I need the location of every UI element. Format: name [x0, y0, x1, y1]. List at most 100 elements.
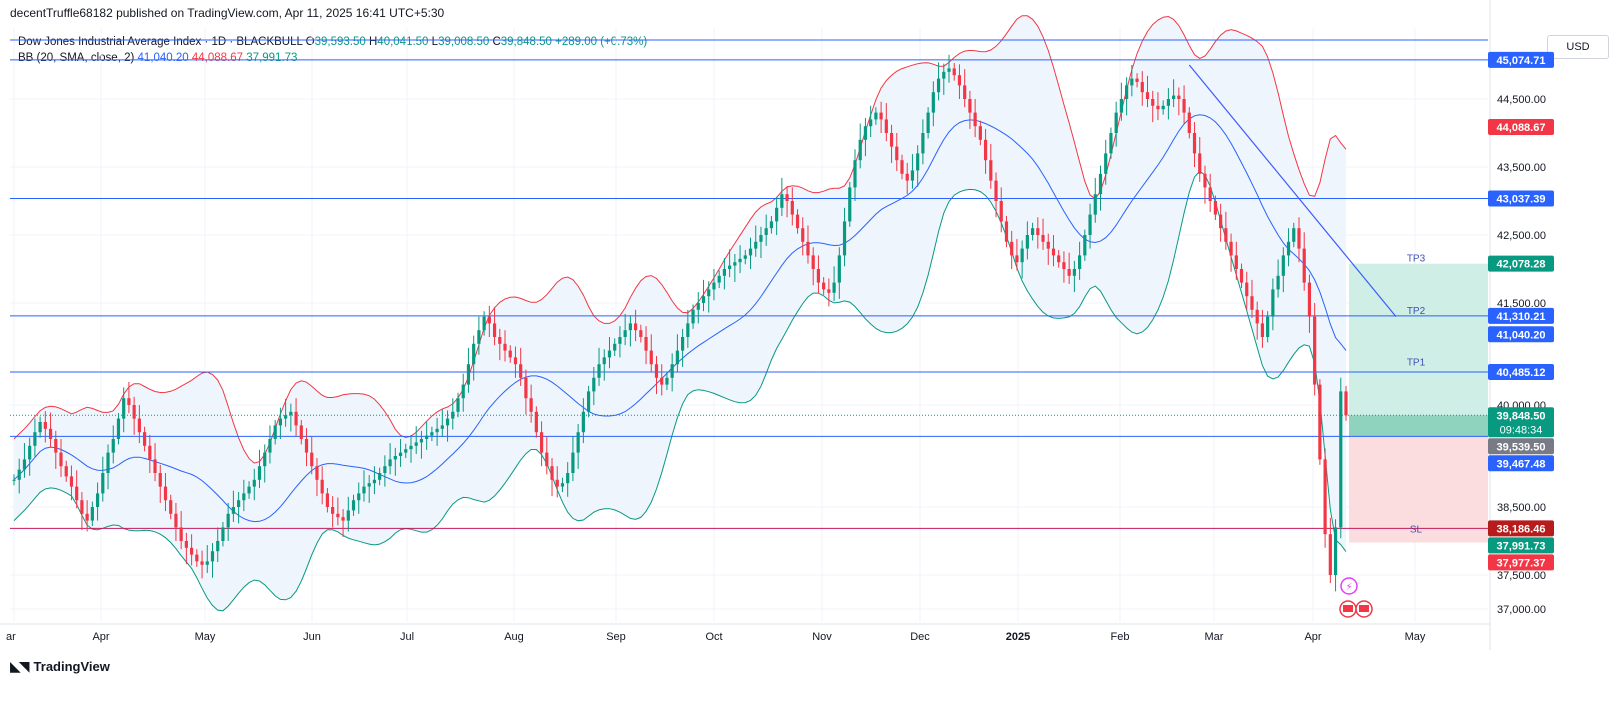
candle-body — [190, 547, 194, 555]
candle-body — [1098, 173, 1103, 195]
event-markers[interactable]: ⚡ — [1339, 577, 1373, 618]
candle-body — [754, 241, 758, 249]
candle-body — [315, 466, 319, 480]
close-label: C — [492, 36, 501, 48]
symbol-name[interactable]: Dow Jones Industrial Average Index · 1D … — [18, 36, 303, 48]
candle-body — [822, 282, 826, 290]
candle-body — [1166, 99, 1170, 106]
price-tag-label: 42,078.28 — [1497, 259, 1546, 271]
price-tick-label: 37,000.00 — [1497, 604, 1546, 616]
lightning-icon[interactable] — [1340, 577, 1358, 595]
candle-body — [545, 452, 549, 467]
candle-body — [649, 350, 653, 365]
candle-body — [785, 194, 789, 201]
candle-body — [169, 500, 173, 514]
candle-body — [900, 160, 904, 174]
candle-body — [64, 466, 68, 477]
candle-body — [926, 112, 930, 133]
candle-body — [503, 343, 507, 351]
candle-body — [487, 316, 491, 324]
candle-body — [848, 187, 852, 222]
time-tick-label: Jun — [303, 631, 321, 643]
time-tick-label: Dec — [910, 631, 930, 643]
candle-body — [466, 364, 471, 385]
candle-body — [879, 112, 883, 120]
open-value: 39,593.50 — [314, 36, 366, 48]
candle-body — [231, 507, 235, 514]
candle-body — [38, 422, 42, 433]
candle-body — [1219, 214, 1223, 229]
candle-body — [1067, 269, 1071, 276]
candle-body — [691, 309, 695, 324]
candle-body — [1203, 173, 1207, 188]
candle-body — [994, 180, 998, 201]
candle-body — [1109, 133, 1113, 154]
low-value: 39,008.50 — [438, 36, 490, 48]
candle-body — [1239, 269, 1244, 283]
candle-body — [498, 337, 502, 344]
price-tick-label: 41,500.00 — [1497, 298, 1546, 310]
candle-body — [592, 377, 596, 392]
candlesticks — [12, 54, 1348, 592]
candle-body — [1286, 241, 1291, 256]
price-tag-label: 44,088.67 — [1497, 122, 1546, 134]
price-tag-label: 45,074.71 — [1497, 55, 1546, 67]
candle-body — [1229, 241, 1233, 256]
candle-body — [142, 432, 147, 446]
tradingview-footer: ◣◥ TradingView — [10, 658, 110, 675]
position-label-tp3: TP3 — [1407, 253, 1426, 264]
currency-selector[interactable]: USD — [1547, 35, 1609, 59]
candle-body — [534, 411, 538, 433]
candle-body — [670, 364, 674, 378]
position-label-tp1: TP1 — [1407, 357, 1426, 368]
candle-body — [576, 432, 580, 453]
candle-body — [623, 330, 627, 337]
price-tag-label: 41,310.21 — [1497, 311, 1546, 323]
descending-trendline[interactable] — [1188, 64, 1397, 317]
candle-body — [1046, 241, 1050, 249]
candle-body — [179, 527, 183, 541]
candle-body — [101, 473, 105, 494]
candle-body — [90, 507, 94, 521]
price-tag: 41,310.21 — [1488, 307, 1554, 324]
time-tick-label: May — [1405, 631, 1426, 643]
candle-body — [748, 248, 753, 256]
price-tag-label: 38,186.46 — [1497, 523, 1546, 535]
candle-body — [247, 486, 251, 494]
candle-body — [1125, 85, 1129, 99]
candle-body — [628, 323, 632, 331]
price-tag-bg — [1488, 438, 1554, 455]
candle-body — [210, 551, 215, 562]
candle-body — [529, 398, 533, 412]
position-label-sl: SL — [1410, 524, 1423, 535]
candle-body — [858, 139, 862, 161]
candle-body — [613, 343, 617, 351]
time-tick-label: Nov — [812, 631, 832, 643]
candle-body — [539, 432, 544, 453]
bb-indicator-label[interactable]: BB (20, SMA, close, 2) — [18, 52, 135, 64]
candle-body — [331, 507, 335, 514]
candle-body — [853, 160, 857, 188]
candle-body — [310, 452, 314, 467]
candle-body — [884, 119, 888, 133]
candle-body — [1004, 221, 1009, 242]
trendline[interactable] — [1188, 64, 1397, 317]
candle-body — [895, 146, 899, 161]
candle-body — [519, 364, 523, 378]
time-axis[interactable]: ar Apr May Jun Jul Aug Sep Oct Nov Dec 2025 Feb Mar A… — [0, 623, 1490, 643]
candle-body — [404, 449, 408, 453]
candle-body — [1130, 78, 1134, 86]
candle-body — [304, 439, 309, 453]
candle-body — [665, 377, 669, 385]
candle-body — [931, 92, 935, 113]
price-tag-bg — [1488, 255, 1554, 272]
candle-body — [158, 473, 162, 487]
candle-body — [602, 357, 606, 365]
candle-body — [1083, 235, 1087, 256]
candle-body — [22, 459, 27, 470]
price-tag: 39,467.48 — [1488, 455, 1554, 472]
candle-body — [712, 282, 716, 290]
candle-body — [482, 316, 486, 331]
candle-body — [644, 337, 648, 351]
